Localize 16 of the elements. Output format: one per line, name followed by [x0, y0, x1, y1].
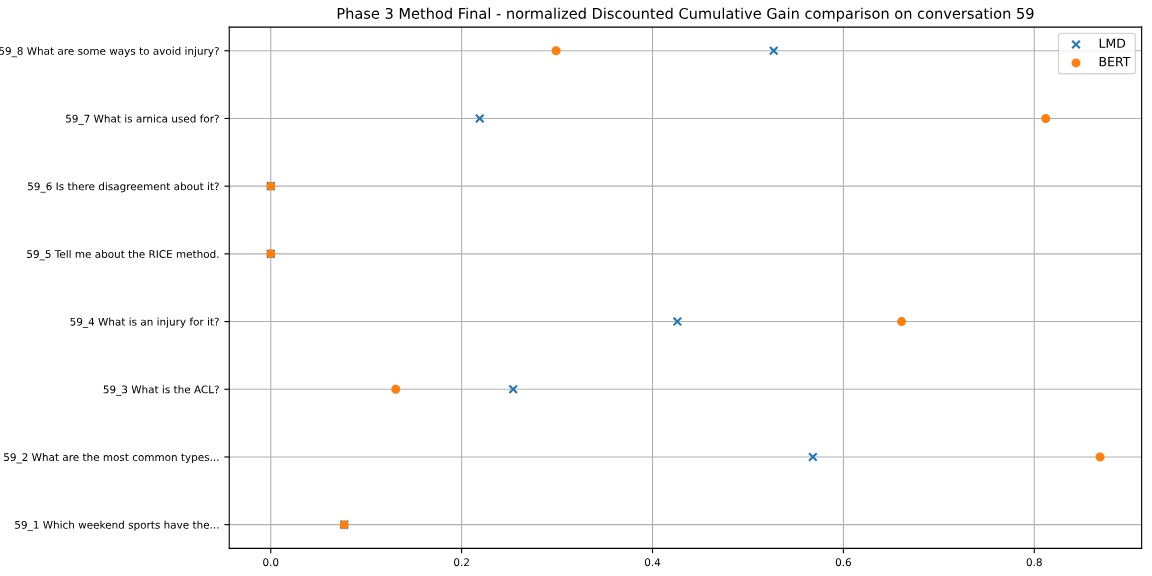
legend-label: LMD [1099, 38, 1126, 48]
x-tick-label: 0.4 [644, 558, 661, 567]
y-tick-label: 59_6 Is there disagreement about it? [28, 182, 219, 193]
y-tick-label: 59_5 Tell me about the RICE method. [27, 249, 219, 261]
y-tick-label: 59_2 What are the most common types... [4, 453, 219, 464]
y-tick-label: 59_7 What is arnica used for? [66, 114, 219, 125]
legend-label: BERT [1099, 57, 1131, 67]
x-tick-label: 0.8 [1026, 558, 1042, 567]
y-tick-label: 59_3 What is the ACL? [103, 385, 219, 396]
y-tick-label: 59_1 Which weekend sports have the... [15, 520, 219, 532]
x-tick-label: 0.6 [835, 558, 852, 567]
x-tick-label: 0.0 [263, 558, 279, 567]
x-tick-label: 0.2 [454, 558, 469, 567]
y-tick-label: 59_4 What is an injury for it? [70, 317, 219, 328]
y-tick-label: 59_8 What are some ways to avoid injury? [0, 46, 219, 58]
chart-title: Phase 3 Method Final - normalized Discounted Cumulative Gain comparison on conversation 59 [337, 7, 1034, 22]
